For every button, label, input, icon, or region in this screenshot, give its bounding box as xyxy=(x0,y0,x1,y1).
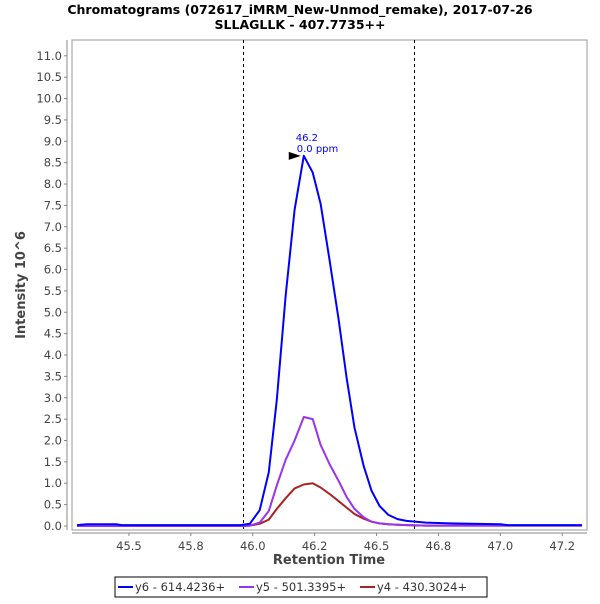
series-line-y6 xyxy=(76,154,582,527)
y-tick-label: 5.0 xyxy=(44,305,62,319)
y-tick-label: 10.0 xyxy=(36,92,62,106)
y-tick-label: 1.0 xyxy=(44,476,62,490)
y-tick-label: 2.5 xyxy=(44,412,62,426)
legend-label: y4 - 430.3024+ xyxy=(377,580,467,594)
y-tick-label: 0.5 xyxy=(44,498,62,512)
peak-rt-label: 46.2 xyxy=(296,133,318,144)
y-tick-label: 11.0 xyxy=(36,49,62,63)
peak-ppm-label: 0.0 ppm xyxy=(297,144,339,155)
y-tick-label: 7.5 xyxy=(44,198,62,212)
x-tick-label: 47.2 xyxy=(549,539,575,553)
y-tick-label: 4.0 xyxy=(44,348,62,362)
x-tick-label: 45.5 xyxy=(116,539,142,553)
y-tick-label: 8.5 xyxy=(44,156,62,170)
y-tick-label: 1.5 xyxy=(44,455,62,469)
y-tick-label: 5.5 xyxy=(44,284,62,298)
x-tick-label: 46.0 xyxy=(240,539,266,553)
integration-bounds xyxy=(243,40,415,530)
x-tick-label: 46.8 xyxy=(426,539,452,553)
y-tick-label: 4.5 xyxy=(44,327,62,341)
y-tick-label: 2.0 xyxy=(44,433,62,447)
series-lines xyxy=(76,154,582,527)
y-tick-label: 6.5 xyxy=(44,241,62,255)
y-tick-label: 0.0 xyxy=(44,519,62,533)
peak-annotation: 46.2 0.0 ppm xyxy=(288,133,339,160)
y-axis-label: Intensity 10^6 xyxy=(14,231,29,339)
x-tick-label: 46.2 xyxy=(302,539,328,553)
x-tick-label: 47.0 xyxy=(488,539,514,553)
y-tick-label: 3.0 xyxy=(44,391,62,405)
y-tick-label: 3.5 xyxy=(44,369,62,383)
y-tick-label: 7.0 xyxy=(44,220,62,234)
y-tick-label: 8.0 xyxy=(44,177,62,191)
chart-title: Chromatograms (072617_iMRM_New-Unmod_rem… xyxy=(67,2,533,18)
legend: y6 - 614.4236+ y5 - 501.3395+ y4 - 430.302… xyxy=(114,576,488,598)
y-tick-label: 10.5 xyxy=(36,70,62,84)
x-axis-label: Retention Time xyxy=(273,553,385,568)
x-axis: 45.5 45.8 46.0 46.2 46.5 46.8 47.0 47.2 xyxy=(72,532,587,553)
chart-subtitle: SLLAGLLK - 407.7735++ xyxy=(215,17,386,32)
peak-arrow-icon xyxy=(288,151,301,160)
y-tick-label: 9.5 xyxy=(44,113,62,127)
series-line-y5 xyxy=(77,416,582,527)
y-tick-label: 6.0 xyxy=(44,263,62,277)
x-tick-label: 45.8 xyxy=(178,539,204,553)
y-axis: 0.0 0.5 1.0 1.5 2.0 2.5 3.0 3.5 4.0 4.5 5.0 5.5 6.0 6… xyxy=(36,40,68,533)
y-tick-label: 9.0 xyxy=(44,134,62,148)
legend-label: y6 - 614.4236+ xyxy=(135,580,225,594)
plot-area xyxy=(71,39,588,531)
legend-label: y5 - 501.3395+ xyxy=(256,580,346,594)
x-tick-label: 46.5 xyxy=(364,539,390,553)
